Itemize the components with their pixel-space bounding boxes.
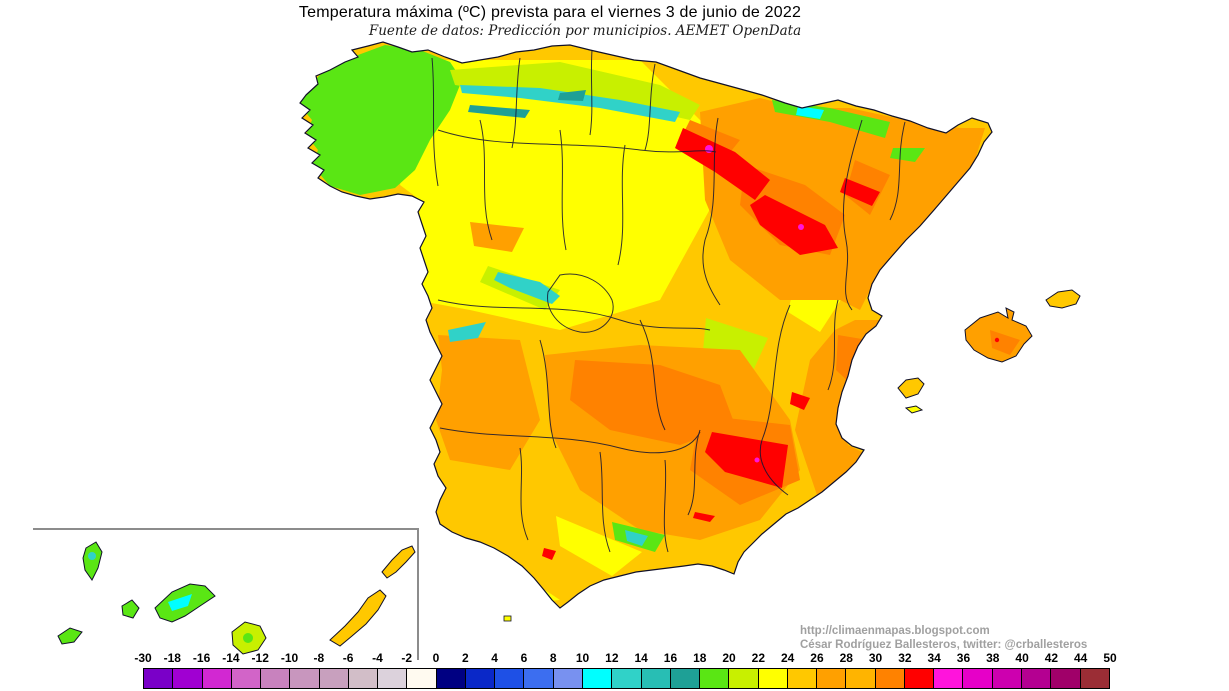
colorbar-segment (1080, 669, 1109, 688)
colorbar-label: -12 (251, 651, 269, 665)
colorbar-label: -10 (280, 651, 299, 665)
colorbar-label: 22 (751, 651, 766, 665)
colorbar-label: 24 (780, 651, 795, 665)
colorbar-label: -6 (342, 651, 354, 665)
colorbar-segment (582, 669, 613, 688)
colorbar-label: 16 (663, 651, 678, 665)
map-title: Temperatura máxima (ºC) prevista para el… (298, 4, 802, 21)
colorbar-segment (700, 669, 730, 688)
colorbar-segments (143, 668, 1110, 689)
colorbar-label: 34 (927, 651, 941, 665)
colorbar-label: 2 (461, 651, 469, 665)
colorbar-label: 20 (722, 651, 736, 665)
colorbar-label: 10 (575, 651, 590, 665)
colorbar-label: 28 (839, 651, 853, 665)
balearic-islands (897, 289, 1081, 414)
colorbar-segment (319, 669, 349, 688)
province-borders (431, 49, 906, 553)
colorbar-segment (787, 669, 818, 688)
colorbar-label: 50 (1103, 651, 1117, 665)
colorbar-label: 6 (520, 651, 528, 665)
colorbar-segment (144, 669, 174, 688)
colorbar-segment (436, 669, 466, 688)
colorbar-segment (992, 669, 1022, 688)
colorbar-label: 44 (1074, 651, 1088, 665)
colorbar-segment (524, 669, 554, 688)
colorbar-segment (378, 669, 408, 688)
colorbar-label: 18 (693, 651, 707, 665)
colorbar-label: -18 (163, 651, 181, 665)
colorbar-segment (670, 669, 701, 688)
iberian-peninsula (299, 41, 993, 609)
colorbar-label: 32 (898, 651, 912, 665)
colorbar-label: 4 (491, 651, 498, 665)
colorbar-segment (173, 669, 203, 688)
colorbar-label: 0 (432, 651, 440, 665)
colorbar-label: 30 (868, 651, 883, 665)
colorbar-segment (904, 669, 935, 688)
colorbar-label: -4 (372, 651, 383, 665)
colorbar-segment (612, 669, 642, 688)
colorbar-label: -30 (134, 651, 152, 665)
credits-url: http://climaenmapas.blogspot.com (800, 625, 990, 637)
colorbar-labels: -30 -18 -16 -14 -12 -10 -8 -6 -4 -2 0 2 4 6 8 10 12 14 16 1… (134, 651, 1116, 666)
colorbar-segment (934, 669, 964, 688)
colorbar-label: 12 (605, 651, 619, 665)
colorbar-segment (846, 669, 876, 688)
inset-frame (33, 528, 419, 660)
colorbar-segment (495, 669, 525, 688)
colorbar-segment (261, 669, 291, 688)
colorbar-label: -2 (401, 651, 413, 665)
colorbar-label: -14 (222, 651, 240, 665)
colorbar-segment (202, 669, 232, 688)
colorbar-segment (963, 669, 993, 688)
colorbar-label: 42 (1044, 651, 1059, 665)
colorbar-segment (1051, 669, 1081, 688)
map-subtitle: Fuente de datos: Predicción por municipi… (368, 23, 802, 39)
colorbar-label: 14 (634, 651, 648, 665)
colorbar-label: -16 (192, 651, 211, 665)
colorbar-segment (407, 669, 437, 688)
colorbar-segment (290, 669, 320, 688)
colorbar-label: 26 (810, 651, 824, 665)
colorbar-segment (348, 669, 379, 688)
colorbar-segment (758, 669, 788, 688)
colorbar-label: 38 (986, 651, 1000, 665)
colorbar-segment (729, 669, 759, 688)
colorbar-segment (817, 669, 847, 688)
colorbar-label: 36 (956, 651, 971, 665)
credits-author: César Rodríguez Ballesteros, twitter: @c… (800, 639, 1088, 651)
colorbar-segment (875, 669, 905, 688)
credits: http://climaenmapas.blogspot.com César R… (800, 624, 1087, 652)
canary-islands-inset (33, 528, 419, 660)
small-islet (503, 615, 512, 622)
colorbar-label: 40 (1015, 651, 1029, 665)
colorbar-segment (641, 669, 671, 688)
colorbar-label: -8 (313, 651, 325, 665)
colorbar-segment (465, 669, 496, 688)
colorbar-segment (231, 669, 262, 688)
colorbar-segment (553, 669, 583, 688)
colorbar-label: 8 (549, 651, 557, 665)
colorbar-segment (1021, 669, 1052, 688)
